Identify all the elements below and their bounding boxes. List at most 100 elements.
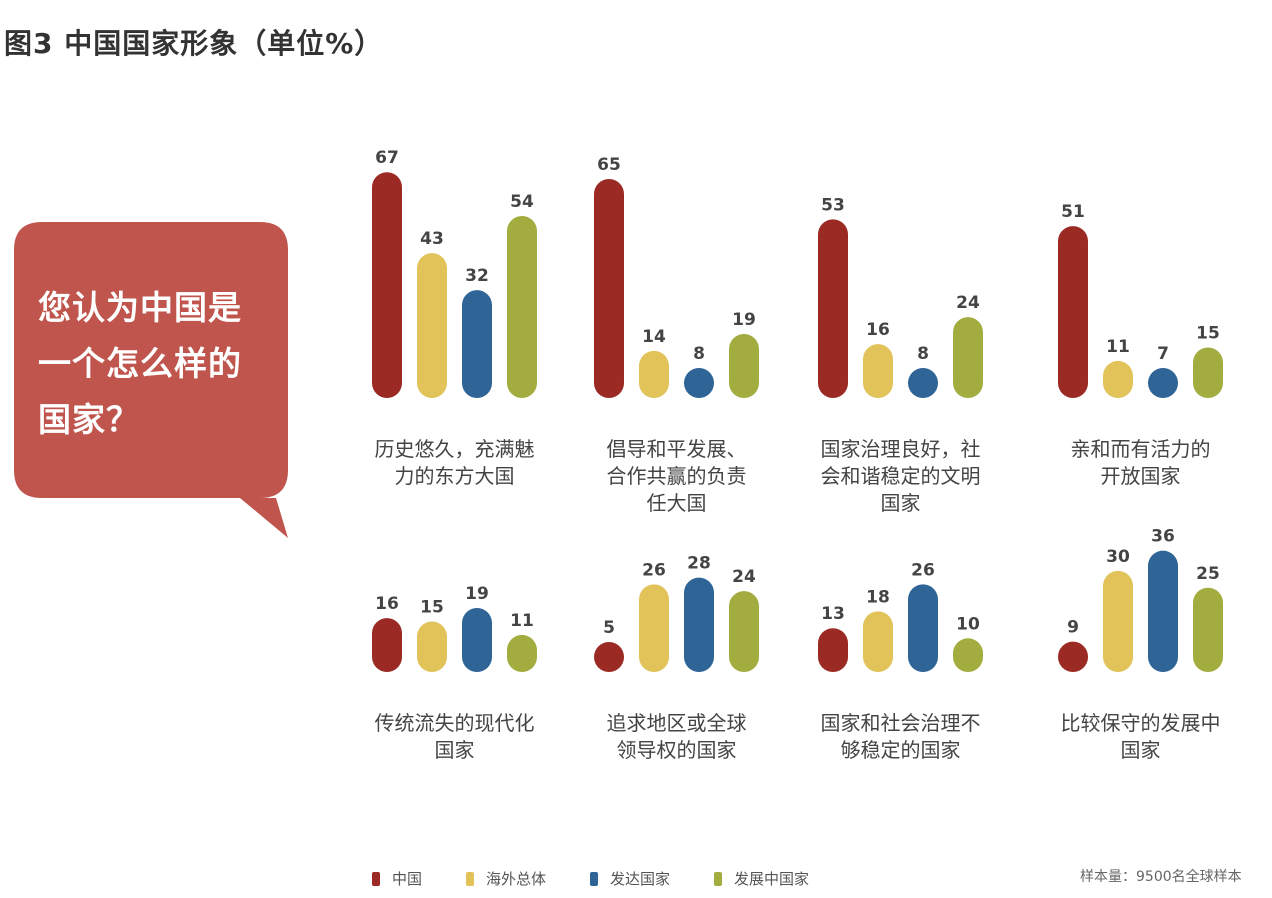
bubble-line: 您认为中国是 [38, 288, 242, 327]
category-label: 传统流失的现代化 国家 [340, 710, 570, 764]
data-label: 15 [1196, 323, 1220, 343]
data-label: 19 [732, 310, 756, 330]
legend-item-china: 中国 [372, 868, 422, 889]
data-label: 10 [956, 614, 980, 634]
bar-developed-3 [908, 368, 938, 398]
bubble-line: 国家？ [38, 400, 140, 439]
bar-developing-8 [1193, 587, 1223, 672]
category-label: 追求地区或全球 领导权的国家 [562, 710, 792, 764]
data-label: 26 [911, 560, 935, 580]
category-label-line: 国家 [880, 491, 921, 515]
data-label: 18 [866, 587, 890, 607]
bar-overseas-4 [1103, 360, 1133, 398]
category-label-line: 国家 [434, 738, 475, 762]
bar-developed-7 [908, 584, 938, 672]
bar-overseas-5 [417, 621, 447, 672]
category-label: 亲和而有活力的 开放国家 [1026, 436, 1256, 490]
data-label: 19 [465, 584, 489, 604]
bar-developed-8 [1148, 550, 1178, 672]
category-label-line: 任大国 [646, 491, 707, 515]
data-label: 16 [866, 320, 890, 340]
bar-china-2 [594, 178, 624, 398]
bar-developed-6 [684, 577, 714, 672]
category-label-line: 力的东方大国 [394, 464, 515, 488]
legend-swatch [590, 871, 599, 886]
category-label: 国家治理良好，社 会和谐稳定的文明 国家 [786, 436, 1016, 517]
category-label-line: 亲和而有活力的 [1070, 437, 1211, 461]
legend: 中国 海外总体 发达国家 发展中国家 [372, 868, 809, 889]
legend-item-overseas: 海外总体 [466, 868, 546, 889]
data-label: 54 [510, 192, 534, 212]
bar-developing-3 [953, 317, 983, 398]
legend-label: 海外总体 [486, 870, 547, 888]
bar-overseas-1 [417, 253, 447, 398]
bar-overseas-3 [863, 344, 893, 398]
data-label: 11 [510, 611, 534, 631]
category-label-line: 开放国家 [1100, 464, 1181, 488]
data-label: 32 [465, 266, 489, 286]
speech-bubble [14, 222, 288, 538]
data-label: 67 [375, 148, 399, 168]
bar-overseas-7 [863, 611, 893, 672]
data-label: 7 [1157, 344, 1169, 364]
bar-china-3 [818, 219, 848, 398]
category-label-line: 比较保守的发展中 [1060, 711, 1221, 735]
category-label-line: 追求地区或全球 [606, 711, 747, 735]
bar-developed-4 [1148, 368, 1178, 398]
data-label: 36 [1151, 527, 1175, 547]
bar-developing-6 [729, 591, 759, 672]
data-label: 43 [420, 229, 444, 249]
data-label: 8 [693, 344, 705, 364]
category-label: 历史悠久，充满魅 力的东方大国 [340, 436, 570, 490]
data-label: 65 [597, 155, 621, 175]
category-label-line: 传统流失的现代化 [374, 711, 535, 735]
data-label: 30 [1106, 547, 1130, 567]
category-label-line: 历史悠久，充满魅 [374, 437, 535, 461]
bar-china-5 [372, 618, 402, 672]
category-label-line: 国家和社会治理不 [820, 711, 981, 735]
data-label: 5 [603, 618, 615, 638]
data-label: 8 [917, 344, 929, 364]
bar-overseas-6 [639, 584, 669, 672]
data-label: 16 [375, 594, 399, 614]
bar-developing-5 [507, 634, 537, 672]
data-label: 13 [821, 604, 845, 624]
bar-overseas-8 [1103, 570, 1133, 672]
category-label-line: 够稳定的国家 [840, 738, 961, 762]
data-label: 9 [1067, 618, 1079, 638]
legend-swatch [714, 871, 723, 886]
bar-china-4 [1058, 226, 1088, 398]
category-label-line: 合作共赢的负责 [606, 464, 747, 488]
bar-developing-4 [1193, 347, 1223, 398]
bar-developed-1 [462, 290, 492, 398]
legend-label: 发达国家 [610, 870, 671, 888]
chart-title: 图3 中国国家形象（单位%） [4, 27, 384, 60]
category-label: 倡导和平发展、 合作共赢的负责 任大国 [562, 436, 792, 517]
category-label-line: 国家治理良好，社 [820, 437, 981, 461]
data-label: 53 [821, 195, 845, 215]
category-label-line: 会和谐稳定的文明 [820, 464, 981, 488]
legend-label: 发展中国家 [734, 870, 810, 888]
category-label-line: 领导权的国家 [616, 738, 737, 762]
data-label: 24 [732, 567, 756, 587]
data-label: 15 [420, 597, 444, 617]
bar-china-1 [372, 172, 402, 398]
sample-size-note: 样本量：9500名全球样本 [1080, 869, 1242, 885]
bar-developing-2 [729, 333, 759, 398]
bar-developing-7 [953, 638, 983, 672]
bar-china-8 [1058, 641, 1088, 672]
data-label: 25 [1196, 564, 1220, 584]
bar-developing-1 [507, 216, 537, 398]
speech-bubble-shape [14, 222, 288, 538]
data-label: 11 [1106, 337, 1130, 357]
legend-item-developing: 发展中国家 [714, 868, 809, 889]
bar-china-6 [594, 642, 624, 672]
legend-swatch [372, 871, 380, 886]
category-label: 国家和社会治理不 够稳定的国家 [786, 710, 1016, 764]
legend-item-developed: 发达国家 [590, 868, 670, 889]
legend-swatch [466, 871, 475, 886]
bar-china-7 [818, 628, 848, 672]
category-label: 比较保守的发展中 国家 [1026, 710, 1256, 764]
legend-label: 中国 [392, 870, 423, 888]
